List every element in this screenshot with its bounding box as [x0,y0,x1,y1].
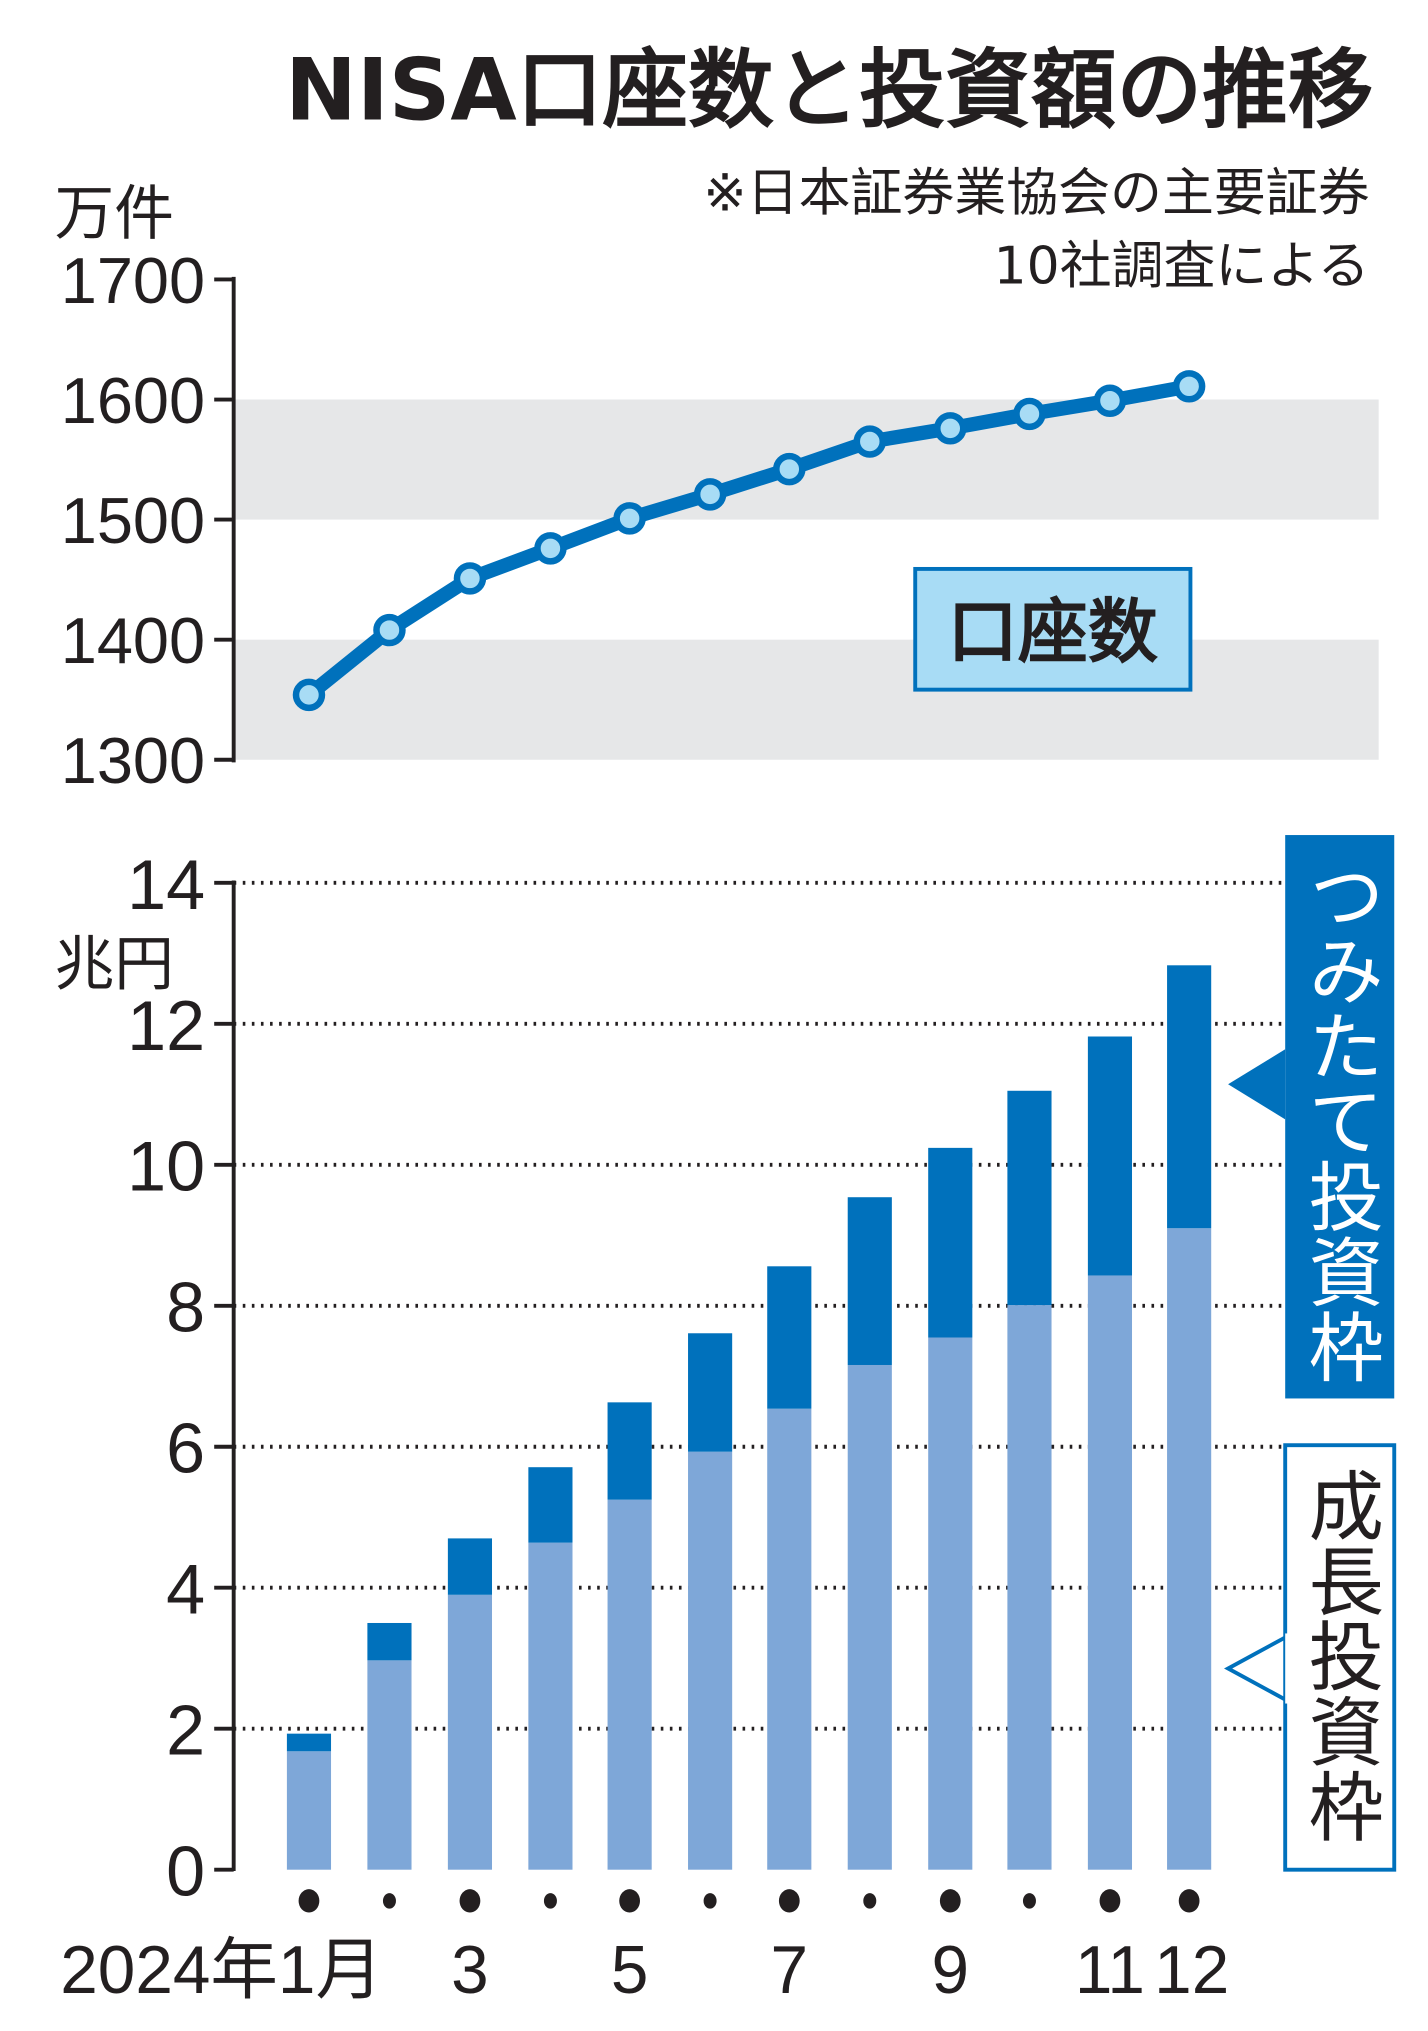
account-count-label: 口座数 [913,566,1193,692]
month-dot [703,1893,717,1909]
bar-y-unit: 兆円 [55,930,174,999]
data-point [373,613,406,647]
x-tick-label: 7 [771,1933,809,2008]
y-tick-label: 1500 [61,484,205,557]
month-dot [939,1889,961,1913]
bar-tsumitate [607,1402,652,1500]
y-tick-label: 12 [127,987,205,1065]
bar-growth [847,1364,892,1870]
data-point [453,562,487,595]
bar-tsumitate [928,1147,973,1338]
bar-tsumitate [847,1197,892,1365]
month-dot [382,1893,396,1909]
bar-tsumitate [447,1538,493,1595]
bar-tsumitate [1087,1036,1133,1276]
data-point [613,502,646,535]
bar-growth [928,1337,973,1870]
bar-tsumitate [767,1266,812,1409]
x-tick-label: 2024年1月 [60,1933,383,2008]
legend-growth-text: 成長投資枠 [1296,1467,1384,1843]
x-tick-label: 12 [1154,1933,1229,2008]
month-dot [543,1893,557,1909]
bar-growth [688,1451,733,1870]
x-axis: 2024年1月 3 5 7 9 11 12 [60,1889,1229,2008]
bar-chart: 0 2 4 6 8 10 12 14 [127,846,1283,1911]
y-tick-label: 0 [166,1833,205,1911]
data-point [773,452,806,486]
bar-tsumitate [1167,965,1212,1229]
month-dot [1099,1889,1121,1913]
bar-tsumitate [688,1333,733,1452]
bar-growth [1167,1228,1212,1870]
legend-growth: 成長投資枠 [1224,1443,1397,1872]
bar-growth [767,1408,812,1870]
data-point [292,678,326,712]
line-y-unit: 万件 [55,180,174,249]
month-dot [459,1889,481,1913]
chart-title: NISA口座数と投資額の推移 [285,41,1373,141]
grid-band [233,639,1379,760]
y-tick-label: 1700 [61,244,205,317]
bar-tsumitate [1007,1090,1052,1306]
legend-tsumitate: つみたて投資枠 [1228,835,1395,1399]
x-tick-label: 3 [451,1933,489,2008]
bar-tsumitate [367,1622,412,1661]
y-tick-label: 2 [166,1692,205,1770]
source-note-line1: ※日本証券業協会の主要証券 [703,164,1369,224]
y-tick-label: 6 [166,1410,205,1488]
x-tick-label: 9 [931,1933,969,2008]
line-chart: 1300 1400 1500 1600 1700 [61,244,1379,797]
data-point [693,478,727,511]
y-tick-label: 14 [127,846,205,924]
bar-tsumitate [286,1733,332,1752]
month-dot [863,1893,877,1909]
month-dot [1178,1889,1200,1913]
data-point [853,425,887,458]
data-point [1093,384,1127,417]
bar-growth [528,1542,573,1870]
y-tick-label: 1400 [61,604,205,677]
account-count-label-text: 口座数 [948,591,1159,673]
data-point [1013,397,1046,431]
bar-growth [286,1751,332,1870]
bar-growth [1007,1305,1052,1870]
month-dot [298,1889,320,1913]
month-dot [619,1889,641,1913]
bar-growth [1087,1275,1133,1870]
y-tick-label: 1300 [61,724,205,797]
month-dot [778,1889,800,1913]
y-tick-label: 8 [166,1269,205,1347]
bar-growth [447,1594,493,1870]
bar-growth [607,1499,652,1870]
data-point [934,412,967,445]
x-tick-label: 11 [1075,1933,1145,2008]
y-tick-label: 10 [127,1128,205,1206]
x-tick-label: 5 [611,1933,649,2008]
y-tick-label: 1600 [61,364,205,437]
data-point [1172,370,1206,403]
month-dot [1022,1893,1036,1909]
data-point [534,532,567,565]
bar-tsumitate [528,1467,573,1543]
source-note-line2: 10社調査による [994,236,1370,296]
legend-tsumitate-text: つみたて投資枠 [1296,857,1384,1384]
y-tick-label: 4 [166,1551,205,1629]
bar-growth [367,1660,412,1870]
